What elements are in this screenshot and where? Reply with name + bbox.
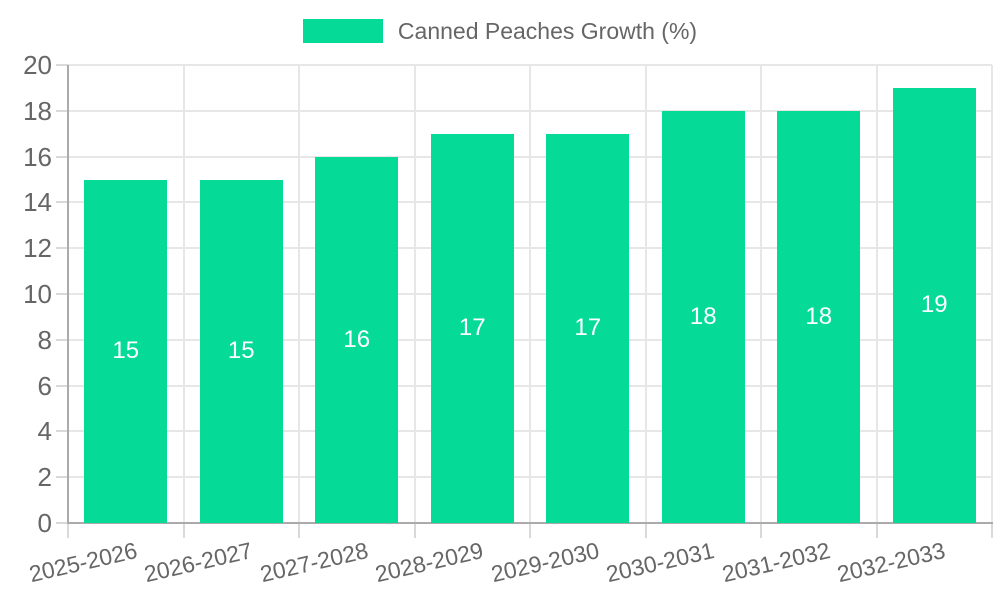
bar: 18	[777, 110, 861, 523]
x-tick-label: 2027-2028	[257, 537, 371, 588]
y-tick-mark	[56, 476, 68, 479]
v-gridline	[529, 65, 531, 523]
y-tick-label: 6	[37, 370, 52, 401]
bar: 18	[661, 110, 745, 523]
y-tick-label: 8	[37, 324, 52, 355]
x-tick-mark	[875, 523, 878, 538]
y-tick-mark	[56, 247, 68, 250]
bar: 17	[430, 133, 514, 523]
v-gridline	[182, 65, 185, 523]
y-tick-mark	[56, 155, 68, 158]
y-tick-mark	[56, 384, 68, 387]
legend[interactable]: Canned Peaches Growth (%)	[0, 17, 1000, 45]
y-tick-label: 14	[23, 187, 52, 218]
x-tick-mark	[413, 523, 416, 538]
x-tick-label: 2025-2026	[26, 537, 140, 588]
x-tick-label: 2031-2032	[719, 537, 833, 588]
y-tick-mark	[56, 64, 68, 66]
v-gridline	[298, 65, 300, 523]
y-tick-label: 10	[23, 279, 52, 309]
bar: 17	[546, 133, 630, 523]
v-gridline	[991, 65, 993, 523]
bar-value-label: 17	[574, 314, 602, 342]
legend-swatch	[302, 19, 383, 43]
x-tick-mark	[991, 523, 993, 538]
y-tick-mark	[56, 430, 68, 433]
x-tick-mark	[182, 523, 185, 538]
x-tick-mark	[760, 523, 762, 538]
bar-value-label: 15	[227, 337, 255, 365]
x-tick-mark	[298, 523, 300, 538]
x-tick-label: 2030-2031	[603, 537, 717, 588]
bar: 19	[892, 87, 976, 523]
x-tick-label: 2029-2030	[488, 537, 602, 588]
v-gridline	[413, 65, 416, 523]
y-tick-label: 4	[37, 416, 52, 447]
x-tick-mark	[67, 523, 69, 538]
y-tick-label: 12	[23, 233, 52, 264]
x-tick-label: 2032-2033	[834, 537, 948, 588]
bar: 15	[199, 179, 283, 523]
y-tick-label: 20	[23, 50, 52, 80]
bar: 15	[84, 179, 168, 523]
bar-value-label: 15	[112, 337, 140, 365]
v-gridline	[760, 65, 762, 523]
y-tick-mark	[56, 201, 68, 204]
x-tick-mark	[644, 523, 647, 538]
y-tick-mark	[56, 293, 68, 295]
y-tick-label: 0	[37, 508, 52, 538]
x-axis-line	[67, 522, 993, 524]
bar-value-label: 18	[689, 302, 717, 330]
x-tick-label: 2026-2027	[141, 537, 255, 588]
bar: 16	[315, 156, 399, 523]
bar-value-label: 16	[343, 325, 371, 353]
bar-value-label: 19	[920, 291, 948, 319]
x-tick-mark	[529, 523, 531, 538]
y-tick-label: 18	[23, 95, 52, 126]
y-axis-line	[67, 65, 69, 523]
bar-value-label: 18	[805, 302, 833, 330]
legend-label: Canned Peaches Growth (%)	[397, 17, 698, 44]
v-gridline	[875, 65, 878, 523]
x-tick-label: 2028-2029	[372, 537, 486, 588]
y-tick-label: 2	[37, 462, 52, 493]
bar-value-label: 17	[458, 314, 486, 342]
v-gridline	[644, 65, 647, 523]
y-tick-mark	[56, 522, 68, 524]
y-tick-mark	[56, 109, 68, 112]
y-tick-mark	[56, 338, 68, 341]
y-tick-label: 16	[23, 141, 52, 172]
